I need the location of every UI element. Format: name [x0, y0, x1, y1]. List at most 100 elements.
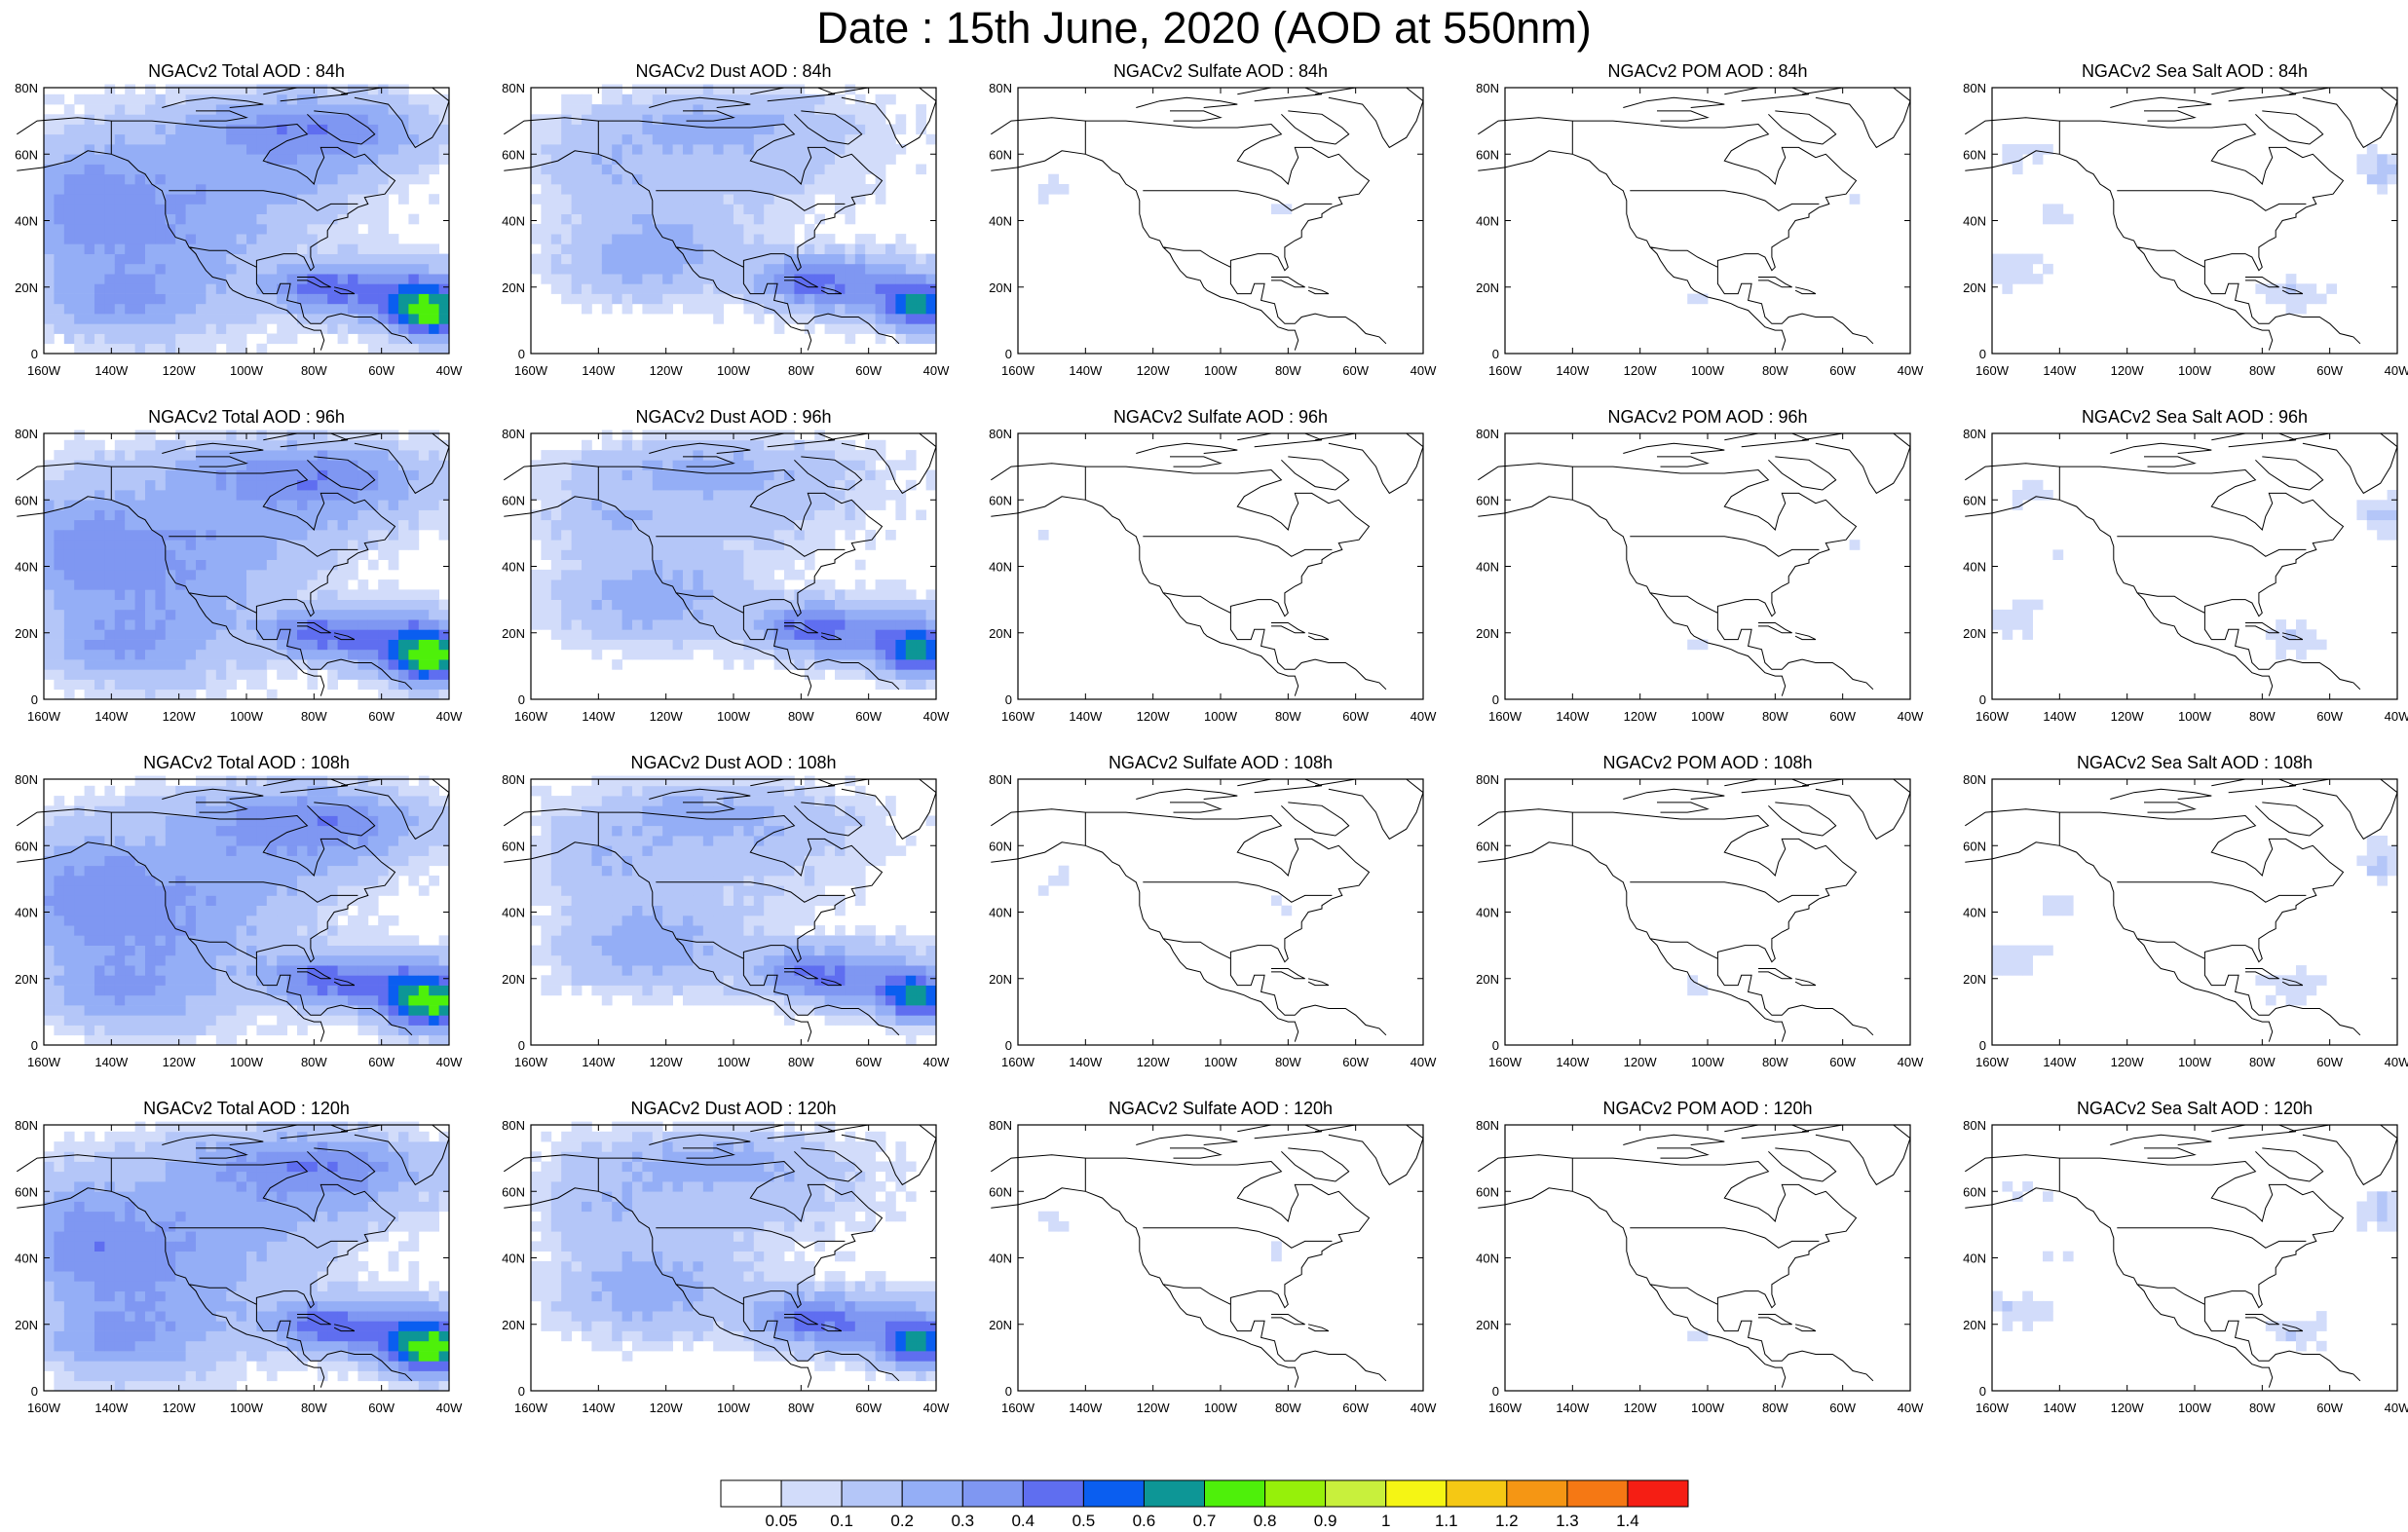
aod-cell [389, 530, 399, 541]
aod-cell [419, 480, 430, 491]
aod-cell [612, 194, 622, 205]
aod-cell [226, 520, 237, 531]
aod-cell [885, 243, 896, 254]
aod-cell [357, 659, 368, 670]
aod-cell [357, 294, 368, 305]
aod-cell [582, 600, 592, 611]
aod-cell [237, 776, 247, 787]
aod-cell [389, 610, 399, 620]
aod-cell [805, 669, 815, 680]
aod-cell [2002, 254, 2013, 265]
aod-cell [216, 323, 227, 334]
aod-cell [642, 589, 653, 600]
aod-cell [541, 243, 551, 254]
lat-tick-label: 80N [1963, 427, 1986, 441]
aod-cell [115, 619, 126, 630]
aod-cell [642, 470, 653, 481]
aod-cell [104, 610, 115, 620]
aod-cell [703, 460, 714, 470]
aod-cell [256, 915, 267, 926]
aod-cell [237, 1005, 247, 1016]
aod-cell [703, 610, 714, 620]
aod-cell [318, 549, 328, 560]
aod-cell [378, 490, 389, 501]
aod-cell [2033, 480, 2044, 491]
aod-cell [237, 254, 247, 265]
lon-tick-label: 100W [2178, 363, 2212, 378]
aod-cell [734, 589, 744, 600]
aod-cell [115, 669, 126, 680]
aod-cell [743, 510, 754, 521]
aod-cell [419, 94, 430, 105]
aod-cell [85, 214, 95, 225]
aod-cell [876, 94, 886, 105]
aod-cell [662, 619, 673, 630]
aod-cell [368, 520, 379, 531]
aod-cell [125, 680, 135, 691]
lat-tick-label: 60N [502, 493, 525, 507]
aod-cell [85, 925, 95, 936]
aod-cell [612, 520, 622, 531]
aod-cell [287, 144, 298, 155]
aod-cell [166, 866, 176, 877]
aod-cell [277, 460, 287, 470]
aod-cell [357, 165, 368, 175]
aod-cell [662, 174, 673, 185]
aod-cell [74, 194, 85, 205]
aod-cell [622, 94, 633, 105]
aod-cell [166, 520, 176, 531]
aod-cell [196, 114, 207, 125]
aod-cell [327, 856, 338, 867]
aod-cell [642, 194, 653, 205]
aod-cell [561, 640, 572, 651]
aod-cell [246, 114, 257, 125]
aod-cell [632, 629, 643, 640]
lat-tick-label: 20N [15, 626, 38, 641]
aod-cell [835, 619, 846, 630]
lat-tick-label: 20N [989, 626, 1012, 641]
panel-title: NGACv2 Sea Salt AOD : 96h [2082, 407, 2308, 427]
aod-cell [44, 589, 55, 600]
aod-cell [713, 520, 724, 531]
aod-cell [94, 826, 105, 837]
aod-cell [64, 640, 75, 651]
aod-cell [693, 174, 703, 185]
aod-cell [794, 134, 805, 145]
aod-cell [237, 955, 247, 966]
aod-cell [642, 125, 653, 135]
aod-cell [206, 134, 216, 145]
aod-cell [572, 264, 583, 275]
aod-cell [855, 254, 866, 265]
aod-cell [835, 669, 846, 680]
aod-cell [64, 560, 75, 571]
aod-cell [54, 520, 64, 531]
aod-cell [855, 490, 866, 501]
aod-cell [206, 816, 216, 827]
aod-cell [196, 796, 207, 806]
aod-cell [378, 194, 389, 205]
aod-cell [196, 304, 207, 315]
aod-cell [602, 430, 613, 441]
aod-cell [135, 995, 146, 1006]
aod-cell [541, 174, 551, 185]
aod-cell [166, 659, 176, 670]
aod-cell [2013, 490, 2023, 501]
aod-cell [85, 243, 95, 254]
coastline [1478, 88, 1910, 351]
aod-cell [327, 579, 338, 590]
aod-cell [166, 294, 176, 305]
aod-cell [145, 856, 156, 867]
aod-cell [653, 589, 663, 600]
aod-cell [338, 549, 349, 560]
aod-cell [64, 264, 75, 275]
aod-cell [703, 430, 714, 441]
aod-cell [226, 184, 237, 195]
aod-cell [74, 669, 85, 680]
aod-cell [44, 94, 55, 105]
aod-cell [754, 480, 765, 491]
aod-cell [754, 470, 765, 481]
aod-cell [166, 836, 176, 846]
aod-cell [155, 490, 166, 501]
aod-cell [348, 154, 358, 165]
aod-cell [318, 925, 328, 936]
